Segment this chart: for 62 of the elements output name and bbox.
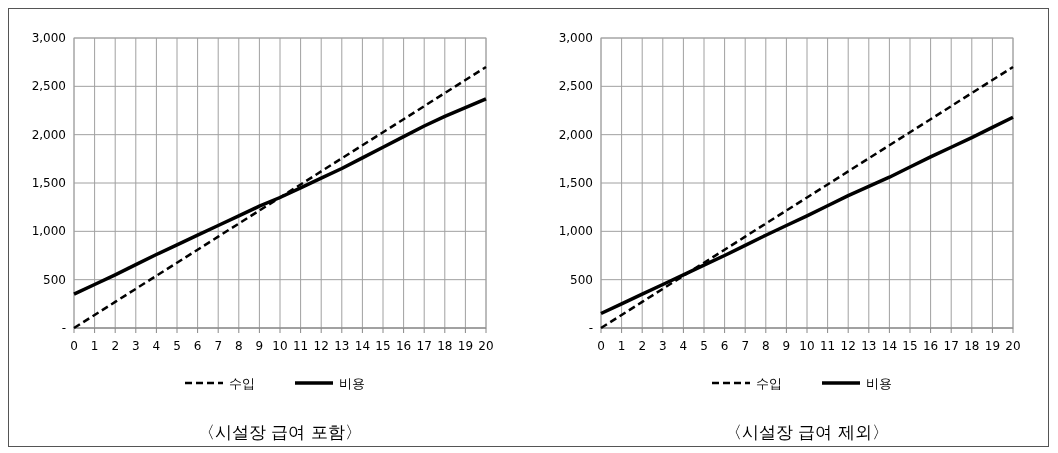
- x-tick-label: 12: [313, 339, 329, 353]
- x-tick-label: 14: [881, 339, 898, 353]
- x-tick-label: 5: [700, 339, 708, 353]
- x-tick-label: 17: [943, 339, 959, 353]
- x-tick-label: 18: [437, 339, 453, 353]
- x-tick-label: 15: [375, 339, 391, 353]
- x-tick-label: 3: [131, 339, 140, 353]
- legend-label: 수입: [756, 376, 782, 391]
- y-tick-label: 1,000: [558, 224, 593, 239]
- x-tick-label: 12: [840, 339, 856, 353]
- x-tick-label: 7: [741, 339, 750, 353]
- x-tick-label: 11: [819, 339, 836, 353]
- x-tick-label: 10: [799, 339, 815, 353]
- x-tick-label: 10: [272, 339, 288, 353]
- y-tick-label: 1,000: [31, 224, 66, 239]
- y-tick-label: -: [588, 321, 593, 335]
- x-tick-label: 14: [354, 339, 371, 353]
- y-tick-label: -: [61, 321, 66, 335]
- x-tick-label: 11: [292, 339, 309, 353]
- x-tick-label: 0: [597, 339, 605, 353]
- x-tick-label: 9: [782, 339, 791, 353]
- legend-label: 비용: [866, 376, 892, 391]
- x-tick-label: 3: [658, 339, 667, 353]
- y-tick-label: 1,500: [31, 176, 66, 190]
- x-tick-label: 19: [984, 339, 1001, 353]
- x-tick-label: 1: [90, 339, 99, 353]
- y-tick-label: 3,000: [31, 31, 66, 45]
- y-tick-label: 2,000: [558, 127, 593, 142]
- x-tick-label: 1: [617, 339, 626, 353]
- x-tick-label: 20: [478, 339, 494, 353]
- y-tick-label: 1,500: [558, 176, 593, 190]
- y-tick-label: 2,500: [558, 79, 593, 94]
- x-tick-label: 16: [922, 339, 939, 353]
- x-tick-label: 7: [214, 339, 223, 353]
- x-tick-label: 0: [70, 339, 78, 353]
- x-tick-label: 19: [457, 339, 474, 353]
- x-tick-label: 4: [679, 339, 688, 353]
- x-tick-label: 6: [720, 339, 729, 353]
- y-tick-label: 3,000: [558, 31, 593, 45]
- text: 〈시설장 급여 포함〉: [198, 422, 362, 442]
- legend-label: 수입: [229, 376, 255, 391]
- x-tick-label: 16: [395, 339, 412, 353]
- x-tick-label: 2: [111, 339, 120, 353]
- y-tick-label: 2,000: [31, 127, 66, 142]
- y-tick-label: 500: [43, 272, 66, 287]
- x-tick-label: 17: [416, 339, 432, 353]
- x-tick-label: 2: [638, 339, 647, 353]
- x-tick-label: 15: [902, 339, 918, 353]
- x-tick-label: 13: [861, 339, 877, 353]
- legend-label: 비용: [339, 376, 365, 391]
- x-tick-label: 8: [234, 339, 243, 353]
- x-tick-label: 8: [761, 339, 770, 353]
- x-tick-label: 18: [964, 339, 980, 353]
- text: 〈시설장 급여 제외〉: [725, 422, 889, 442]
- x-tick-label: 5: [173, 339, 181, 353]
- x-tick-label: 9: [255, 339, 264, 353]
- x-tick-label: 13: [334, 339, 350, 353]
- x-tick-label: 20: [1005, 339, 1021, 353]
- x-tick-label: 6: [193, 339, 202, 353]
- y-tick-label: 2,500: [31, 79, 66, 94]
- y-tick-label: 500: [570, 272, 593, 287]
- x-tick-label: 4: [152, 339, 161, 353]
